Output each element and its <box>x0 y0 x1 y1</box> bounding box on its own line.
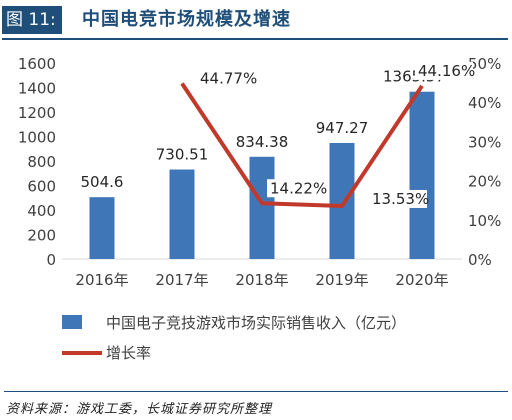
growth-line-series <box>180 82 424 208</box>
growth-label-background <box>267 179 325 198</box>
category-tick-labels: 2016年 2017年 2018年 2019年 2020年 <box>75 271 448 289</box>
left-axis-tick-label: 200 <box>27 227 56 245</box>
left-axis-tick-label: 1600 <box>18 55 56 73</box>
figure-title: 中国电竞市场规模及增速 <box>82 9 291 30</box>
bar <box>329 142 355 259</box>
left-axis-tick-label: 1200 <box>18 104 56 122</box>
growth-value-labels: 44.77% 14.22% 13.53% 44.16% <box>197 61 475 208</box>
bar <box>169 169 195 259</box>
figure-header: 图 11: 中国电竞市场规模及增速 <box>2 2 508 40</box>
legend: 中国电子竞技游戏市场实际销售收入（亿元） 增长率 <box>62 314 406 362</box>
bar <box>409 91 435 259</box>
footer-divider <box>4 391 508 392</box>
right-axis-tick-label: 30% <box>468 133 501 151</box>
bar-value-label: 504.6 <box>81 173 124 191</box>
growth-label-background <box>415 61 473 80</box>
growth-label-background <box>197 69 255 88</box>
source-note: 资料来源：游戏工委，长城证券研究所整理 <box>6 402 273 417</box>
growth-rate-line <box>180 82 424 208</box>
category-tick-label: 2017年 <box>155 271 208 289</box>
category-tick-label: 2018年 <box>235 271 288 289</box>
bar-series <box>89 91 435 259</box>
left-axis-tick-label: 800 <box>27 153 56 171</box>
legend-line-label: 增长率 <box>106 344 151 362</box>
left-axis-tick-label: 0 <box>46 251 56 269</box>
growth-label-background <box>369 189 427 208</box>
legend-bar-swatch <box>62 315 82 329</box>
category-tick-label: 2019年 <box>315 271 368 289</box>
category-tick-label: 2016年 <box>75 271 128 289</box>
bar-value-label: 730.51 <box>156 146 209 164</box>
left-axis-tick-label: 1400 <box>18 80 56 98</box>
bar <box>89 197 115 259</box>
right-axis-tick-label: 20% <box>468 173 501 191</box>
legend-bar-label: 中国电子竞技游戏市场实际销售收入（亿元） <box>106 314 406 332</box>
growth-value-label: 13.53% <box>372 190 429 208</box>
left-axis-tick-label: 600 <box>27 178 56 196</box>
right-axis-ticks: 0% 10% 20% 30% 40% 50% <box>468 55 501 269</box>
left-axis-tick-label: 1000 <box>18 129 56 147</box>
bar-value-label: 834.38 <box>236 133 289 151</box>
right-axis-tick-label: 10% <box>468 212 501 230</box>
figure-number-tag: 图 11: <box>2 6 62 34</box>
growth-value-label: 44.77% <box>200 70 257 88</box>
growth-value-label: 44.16% <box>418 62 475 80</box>
left-axis-ticks: 0 200 400 600 800 1000 1200 1400 1600 <box>18 55 56 269</box>
bar <box>249 156 275 259</box>
category-tick-label: 2020年 <box>395 271 448 289</box>
title-underline <box>2 38 508 40</box>
combo-chart: 0 200 400 600 800 1000 1200 1400 1600 0% 10% 20% 30… <box>18 55 502 362</box>
right-axis-tick-label: 0% <box>468 251 492 269</box>
left-axis-tick-label: 400 <box>27 202 56 220</box>
right-axis-tick-label: 50% <box>468 55 501 73</box>
bar-value-label: 947.27 <box>316 119 369 137</box>
right-axis-tick-label: 40% <box>468 94 501 112</box>
growth-value-label: 14.22% <box>270 179 327 197</box>
